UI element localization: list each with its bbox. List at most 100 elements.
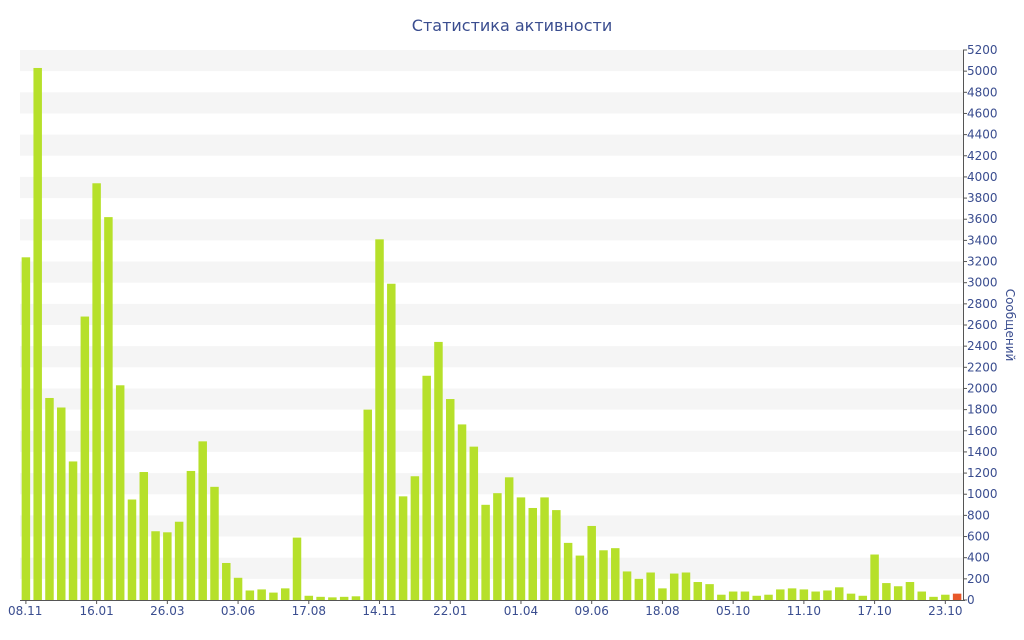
- bar[interactable]: [941, 594, 950, 600]
- bar[interactable]: [681, 572, 691, 601]
- bar[interactable]: [646, 572, 655, 601]
- bar[interactable]: [540, 497, 549, 600]
- bar[interactable]: [45, 397, 54, 600]
- bar[interactable]: [163, 532, 172, 600]
- bar[interactable]: [245, 590, 255, 600]
- bar[interactable]: [870, 554, 879, 600]
- grid-band: [20, 261, 963, 283]
- bar[interactable]: [210, 486, 219, 600]
- bar[interactable]: [21, 257, 31, 600]
- bar[interactable]: [57, 407, 66, 601]
- bar[interactable]: [339, 596, 349, 600]
- bar[interactable]: [834, 587, 844, 600]
- bar[interactable]: [575, 555, 585, 600]
- bar[interactable]: [198, 441, 207, 600]
- bar[interactable]: [552, 510, 561, 600]
- bar[interactable]: [257, 589, 266, 600]
- bar[interactable]: [328, 597, 337, 600]
- bar[interactable]: [504, 477, 514, 600]
- bar[interactable]: [811, 591, 820, 600]
- bar[interactable]: [705, 584, 714, 600]
- bar[interactable]: [893, 586, 903, 600]
- grid-band: [20, 388, 963, 410]
- bar[interactable]: [351, 596, 361, 600]
- bar[interactable]: [658, 588, 667, 600]
- bar[interactable]: [776, 589, 785, 600]
- y-tick-label: 600: [967, 530, 990, 544]
- bar[interactable]: [528, 507, 537, 600]
- grid-band: [20, 515, 963, 537]
- bar[interactable]: [764, 594, 773, 600]
- bar[interactable]: [316, 596, 325, 600]
- bar[interactable]: [882, 583, 891, 600]
- grid-band: [20, 92, 963, 114]
- bar[interactable]: [611, 548, 620, 600]
- bar[interactable]: [563, 542, 573, 600]
- bar[interactable]: [92, 183, 101, 600]
- y-tick-label: 1800: [967, 403, 998, 417]
- bar[interactable]: [787, 588, 797, 600]
- bar[interactable]: [115, 385, 125, 600]
- bar[interactable]: [139, 472, 149, 600]
- bar[interactable]: [127, 499, 137, 600]
- grid-band: [20, 176, 963, 199]
- y-tick-label: 2200: [967, 360, 998, 374]
- bar[interactable]: [422, 375, 431, 600]
- bar[interactable]: [823, 590, 832, 600]
- bar[interactable]: [68, 461, 78, 600]
- bar[interactable]: [80, 316, 90, 600]
- bars: [21, 67, 962, 601]
- bar[interactable]: [669, 573, 679, 600]
- bar[interactable]: [304, 595, 314, 600]
- grid-band: [20, 50, 963, 72]
- bar[interactable]: [269, 592, 278, 600]
- grid-band: [20, 346, 963, 368]
- bar[interactable]: [104, 217, 113, 600]
- bar[interactable]: [858, 595, 868, 600]
- bar[interactable]: [233, 577, 243, 600]
- bar[interactable]: [846, 593, 856, 600]
- bar[interactable]: [952, 593, 962, 600]
- bar[interactable]: [728, 591, 738, 600]
- bar[interactable]: [516, 497, 526, 600]
- bar[interactable]: [375, 239, 384, 600]
- bar[interactable]: [799, 589, 809, 600]
- grid-band: [20, 219, 963, 241]
- y-tick-label: 4600: [967, 106, 998, 120]
- bar[interactable]: [446, 399, 455, 600]
- bar[interactable]: [929, 596, 938, 600]
- bar[interactable]: [186, 470, 196, 600]
- y-tick-label: 2800: [967, 297, 998, 311]
- bar[interactable]: [481, 504, 490, 600]
- bar[interactable]: [398, 496, 408, 600]
- bar[interactable]: [599, 550, 608, 600]
- bar[interactable]: [363, 409, 372, 600]
- bar[interactable]: [292, 537, 302, 600]
- bar[interactable]: [469, 446, 479, 600]
- bar[interactable]: [634, 578, 644, 600]
- y-tick-label: 5000: [967, 64, 998, 78]
- bar[interactable]: [587, 525, 596, 600]
- bar[interactable]: [457, 424, 467, 600]
- y-tick-label: 1600: [967, 424, 998, 438]
- bar[interactable]: [174, 521, 184, 600]
- bar[interactable]: [905, 582, 915, 600]
- bar[interactable]: [387, 283, 396, 600]
- bar[interactable]: [493, 493, 502, 600]
- bar[interactable]: [717, 594, 726, 600]
- bar[interactable]: [280, 588, 290, 600]
- bar[interactable]: [410, 476, 420, 600]
- bar[interactable]: [622, 571, 632, 600]
- y-tick-label: 4800: [967, 85, 998, 99]
- y-tick-label: 2400: [967, 339, 998, 353]
- bar[interactable]: [740, 591, 750, 600]
- bar[interactable]: [434, 341, 443, 600]
- bar[interactable]: [693, 582, 703, 600]
- x-tick-label: 11.10: [787, 604, 821, 618]
- bar[interactable]: [752, 595, 761, 600]
- bar[interactable]: [917, 591, 926, 600]
- bar[interactable]: [33, 67, 42, 601]
- bar[interactable]: [151, 531, 160, 600]
- y-tick-label: 3800: [967, 191, 998, 205]
- bar[interactable]: [222, 562, 231, 600]
